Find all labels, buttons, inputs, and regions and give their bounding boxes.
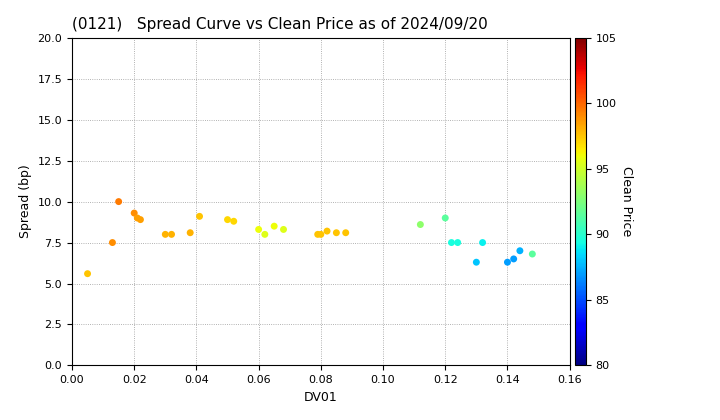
Point [477, 239, 488, 246]
Point [340, 229, 351, 236]
Point [471, 259, 482, 265]
Point [526, 251, 538, 257]
Point [184, 229, 196, 236]
Point [82, 270, 94, 277]
Point [315, 231, 327, 238]
Point [269, 223, 280, 229]
Point [502, 259, 513, 265]
Point [321, 228, 333, 234]
Point [160, 231, 171, 238]
Point [135, 216, 146, 223]
Y-axis label: Clean Price: Clean Price [620, 166, 633, 237]
Point [222, 216, 233, 223]
Point [446, 239, 457, 246]
X-axis label: DV01: DV01 [304, 391, 338, 404]
Point [194, 213, 205, 220]
Point [508, 255, 519, 262]
Point [415, 221, 426, 228]
Point [228, 218, 240, 225]
Point [107, 239, 118, 246]
Point [113, 198, 125, 205]
Point [278, 226, 289, 233]
Point [253, 226, 264, 233]
Point [514, 247, 526, 254]
Text: (0121)   Spread Curve vs Clean Price as of 2024/09/20: (0121) Spread Curve vs Clean Price as of… [72, 18, 487, 32]
Point [439, 215, 451, 221]
Point [312, 231, 323, 238]
Y-axis label: Spread (bp): Spread (bp) [19, 165, 32, 239]
Point [128, 210, 140, 216]
Point [452, 239, 464, 246]
Point [166, 231, 177, 238]
Point [132, 215, 143, 221]
Point [259, 231, 271, 238]
Point [330, 229, 342, 236]
